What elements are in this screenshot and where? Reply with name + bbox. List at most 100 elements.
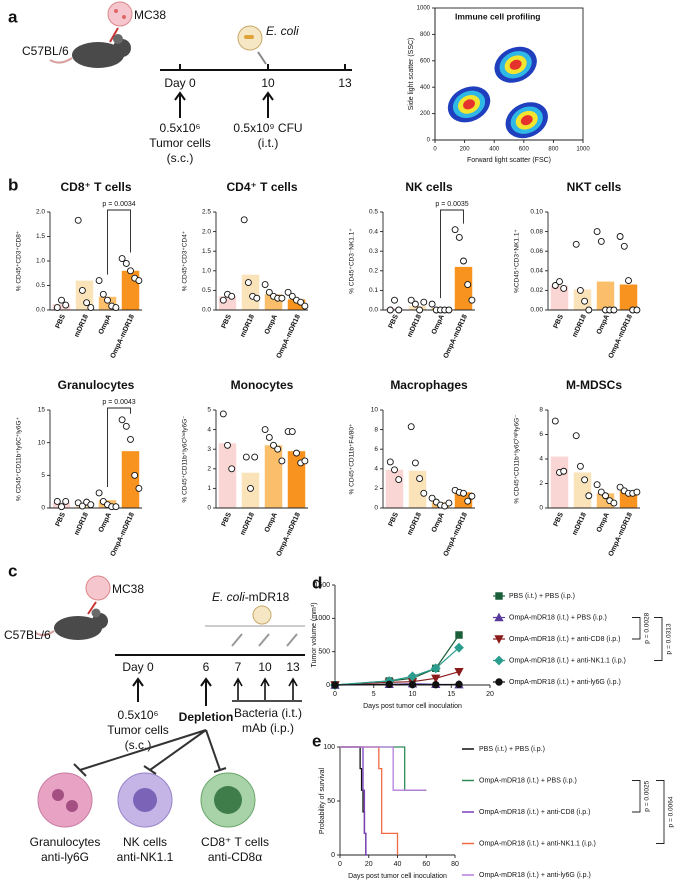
y-tick-label: 10 — [371, 407, 379, 414]
chart-title: Granulocytes — [58, 378, 135, 392]
data-point — [265, 433, 273, 441]
y-tick-label: 2.0 — [202, 228, 211, 235]
data-point — [87, 304, 95, 311]
marker — [407, 671, 418, 682]
data-point — [420, 489, 428, 497]
data-point — [460, 257, 467, 265]
data-point — [572, 240, 580, 248]
density-level — [509, 59, 522, 70]
x-tick-label: 0 — [433, 147, 437, 153]
data-point — [53, 498, 61, 505]
treatment: Bacteria (i.t.) — [234, 706, 302, 720]
data-point — [464, 497, 472, 505]
syringe — [258, 633, 270, 647]
icon-nucleus — [52, 789, 64, 801]
bar — [52, 304, 71, 310]
y-tick-label: 0.1 — [369, 287, 378, 294]
data-point — [95, 277, 103, 285]
data-point — [585, 306, 593, 314]
y-tick-label: 2 — [207, 466, 211, 473]
bar — [550, 456, 569, 508]
mouse-tail — [49, 57, 73, 64]
data-point — [135, 277, 143, 285]
y-tick-label: 500 — [318, 649, 330, 656]
tumor-route: (s.c.) — [167, 151, 194, 165]
significance-bracket — [107, 407, 131, 487]
x-tick-label: PBS — [388, 313, 401, 329]
y-tick-label: 1000 — [417, 6, 431, 12]
data-point — [460, 489, 467, 497]
timeline-label: 13 — [286, 660, 300, 674]
data-point — [386, 306, 394, 314]
data-point — [572, 432, 580, 440]
data-point — [104, 296, 111, 304]
y-tick-label: 4 — [207, 426, 211, 433]
data-point — [240, 216, 248, 224]
data-point — [551, 417, 559, 425]
inhibition — [73, 729, 227, 777]
y-tick-label: 2 — [374, 485, 378, 492]
data-point — [633, 306, 641, 314]
data-point — [620, 242, 628, 250]
data-point — [616, 233, 624, 240]
y-tick-label: 0.10 — [530, 209, 543, 216]
y-tick-label: 0.08 — [530, 228, 543, 235]
timeline-label: 6 — [203, 660, 210, 674]
strain: -mDR18 — [245, 590, 290, 604]
tumor-cell-icon — [85, 575, 111, 601]
x-tick-label: 80 — [451, 861, 459, 868]
panel-label: e — [312, 731, 321, 750]
cell-name: CD8⁺ T cells — [201, 835, 269, 849]
data-point — [597, 237, 605, 245]
marker — [432, 681, 440, 689]
x-tick-label: PBS — [553, 511, 566, 527]
bacteria-strain: E. coli-mDR18 — [212, 590, 290, 604]
y-tick-label: 3 — [207, 446, 211, 453]
x-tick-label: OmpA-mDR18 — [608, 314, 634, 360]
significance-bracket — [656, 780, 665, 844]
data-point — [411, 300, 419, 308]
data-point — [293, 449, 300, 457]
icon-dot — [114, 9, 118, 13]
cluster — [494, 46, 537, 83]
tumor-dose: 0.5x10⁶ — [118, 708, 159, 722]
data-point — [87, 501, 95, 509]
arrow — [262, 91, 274, 118]
y-tick-label: 0.00 — [530, 307, 543, 314]
marker — [454, 642, 464, 653]
icon-rod — [244, 35, 254, 39]
depletion: Depletion — [179, 710, 234, 724]
survival-curve — [340, 746, 427, 791]
bar — [596, 493, 615, 508]
data-point — [253, 294, 261, 302]
p-value: p = 0.0064 — [668, 796, 675, 827]
legend-marker — [494, 612, 504, 622]
y-tick-label: 100 — [323, 744, 335, 751]
x-tick-label: OmpA — [264, 314, 279, 336]
density-level — [520, 115, 533, 126]
icon-nucleus — [66, 800, 78, 812]
y-tick-label: 0.06 — [530, 248, 543, 255]
y-tick-label: 0.3 — [369, 248, 378, 255]
x-tick-label: OmpA-mDR18 — [110, 314, 136, 360]
data-point — [301, 457, 309, 465]
data-point — [560, 467, 568, 475]
y-tick-label: 0.4 — [369, 228, 378, 235]
y-tick-label: 1.5 — [36, 233, 45, 240]
legend-marker — [494, 655, 504, 666]
x-tick-label: OmpA — [596, 512, 611, 534]
tumor-route: (s.c.) — [125, 738, 152, 752]
x-axis-label: Days post tumor cell inoculation — [363, 703, 462, 710]
data-point — [78, 502, 86, 510]
mouse-strain: C57BL/6 — [22, 44, 69, 58]
data-point — [301, 302, 309, 310]
y-tick-label: 2 — [539, 480, 543, 487]
series-line — [334, 671, 460, 686]
legend-label: OmpA-mDR18 (i.t.) + anti-NK1.1 (i.p.) — [479, 840, 596, 847]
bar — [454, 266, 473, 310]
data-point — [247, 484, 254, 492]
mouse-body — [54, 616, 102, 640]
data-point — [58, 503, 65, 511]
bar — [287, 299, 306, 310]
chart-title: CD4⁺ T cells — [226, 180, 297, 194]
